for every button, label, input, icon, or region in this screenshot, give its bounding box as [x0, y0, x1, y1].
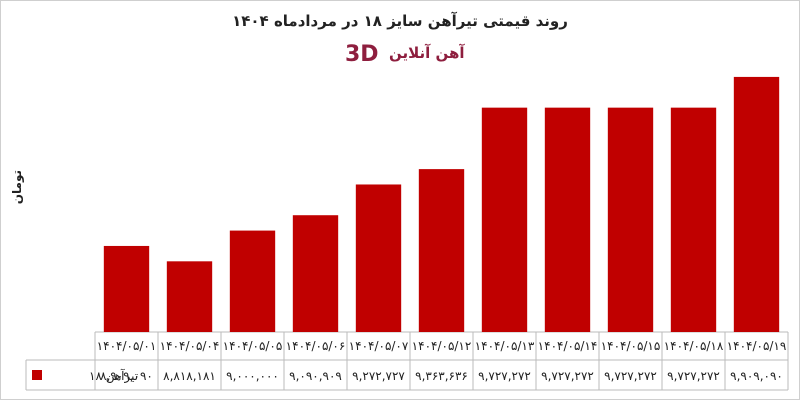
data-label: ۹,۷۲۷,۲۷۲	[667, 369, 720, 383]
x-tick-label: ۱۴۰۴/۰۵/۰۱	[97, 339, 157, 353]
bar	[418, 169, 465, 332]
data-label: ۹,۷۲۷,۲۷۲	[541, 369, 594, 383]
x-tick-label: ۱۴۰۴/۰۵/۰۷	[349, 339, 409, 353]
bar	[103, 245, 150, 332]
data-label: ۸,۸۱۸,۱۸۱	[163, 369, 216, 383]
bar	[229, 230, 276, 332]
bar	[166, 261, 213, 332]
data-label: ۹,۷۲۷,۲۷۲	[478, 369, 531, 383]
legend-label: تیرآهن ۱۸	[89, 368, 138, 384]
x-tick-label: ۱۴۰۴/۰۵/۱۲	[412, 339, 472, 353]
data-label: ۹,۰۹۰,۹۰۹	[289, 369, 342, 383]
legend-swatch	[32, 370, 42, 380]
brand-logo: 3D آهن آنلاین	[343, 38, 473, 68]
data-label: ۹,۷۲۷,۲۷۲	[604, 369, 657, 383]
x-tick-label: ۱۴۰۴/۰۵/۰۵	[223, 339, 283, 353]
bar	[670, 107, 717, 332]
bar	[355, 184, 402, 332]
chart-title: روند قیمتی تیرآهن سایز ۱۸ در مردادماه ۱۴…	[232, 12, 568, 30]
data-label: ۸,۹۰۹,۰۹۰	[100, 369, 153, 383]
brand-logo-text: آهن آنلاین	[389, 44, 465, 62]
x-tick-label: ۱۴۰۴/۰۵/۱۸	[664, 339, 724, 353]
brand-logo-mark: 3D	[345, 42, 379, 66]
bar	[607, 107, 654, 332]
x-tick-label: ۱۴۰۴/۰۵/۱۵	[601, 339, 661, 353]
x-tick-label: ۱۴۰۴/۰۵/۱۳	[475, 339, 535, 353]
x-tick-label: ۱۴۰۴/۰۵/۱۴	[538, 339, 598, 353]
data-label: ۹,۰۰۰,۰۰۰	[226, 369, 279, 383]
bar	[544, 107, 591, 332]
x-tick-label: ۱۴۰۴/۰۵/۱۹	[727, 339, 787, 353]
x-tick-label: ۱۴۰۴/۰۵/۰۴	[160, 339, 220, 353]
bar	[292, 215, 339, 332]
brand-logo-mark-text: 3D	[345, 42, 379, 66]
data-label: ۹,۹۰۹,۰۹۰	[730, 369, 783, 383]
bar	[481, 107, 528, 332]
data-label: ۹,۲۷۲,۷۲۷	[352, 369, 405, 383]
x-tick-label: ۱۴۰۴/۰۵/۰۶	[286, 339, 346, 353]
data-label: ۹,۳۶۳,۶۳۶	[415, 369, 468, 383]
bar	[733, 76, 780, 333]
